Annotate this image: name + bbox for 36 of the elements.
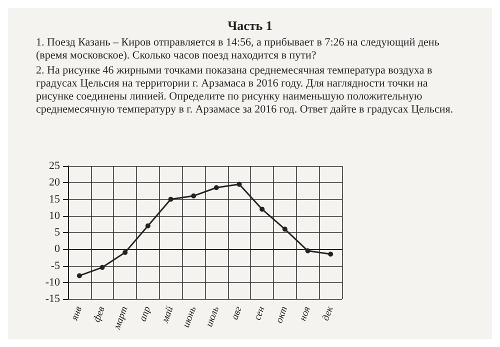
x-tick-label: июль	[204, 304, 222, 328]
y-tick-label: 5	[54, 226, 60, 238]
point	[282, 226, 288, 232]
point	[305, 248, 310, 254]
point	[145, 223, 150, 228]
point	[76, 273, 82, 278]
y-tick-label: 25	[49, 160, 60, 172]
y-tick-label: -5	[50, 260, 60, 272]
x-tick-label: май	[160, 305, 176, 326]
point	[100, 264, 105, 270]
x-tick-label: ноя	[298, 304, 314, 322]
point	[260, 206, 265, 212]
y-tick-label: 10	[49, 210, 60, 222]
x-tick-label: апр	[138, 305, 154, 323]
x-tick-label: июнь	[181, 304, 199, 330]
point	[328, 252, 334, 257]
y-tick-label: -10	[45, 276, 60, 288]
x-tick-label: дек	[320, 304, 336, 322]
x-tick-label: окт	[274, 305, 290, 325]
x-tick-label: янв	[69, 304, 85, 323]
x-tick-label: март	[112, 305, 130, 332]
x-tick-label: сен	[252, 305, 268, 322]
text: 1. Поезд Казань – Киров отправляется в 14:56, а прибывает в 7:26 на следующий день (время московское). Сколько часов поезд находится в пути?	[36, 36, 440, 62]
y-tick-label: -15	[45, 293, 60, 305]
y-tick-label: 15	[49, 193, 60, 206]
y-tick-label: 0	[54, 243, 60, 256]
point	[122, 250, 128, 255]
point	[191, 193, 196, 198]
point	[168, 196, 174, 202]
point	[236, 182, 242, 187]
x-tick-label: авг	[230, 305, 244, 322]
chart-title: Часть 1	[228, 18, 272, 33]
y-tick-label: 20	[49, 176, 60, 189]
text: 2. На рисунке 46 жирными точками показана среднемесячная температура воздуха в градусах Цельсия на территории г. Арзамаса в 2016 году. Для наглядности точки на рисунке соединены линией. Определите по рисунку наименьшую положительную среднемесячную температуру в г. Арзамасе за 2016 год. Ответ дайте в градусах Цельсия.	[36, 64, 454, 116]
point	[214, 185, 219, 190]
x-tick-label: фев	[92, 304, 108, 324]
